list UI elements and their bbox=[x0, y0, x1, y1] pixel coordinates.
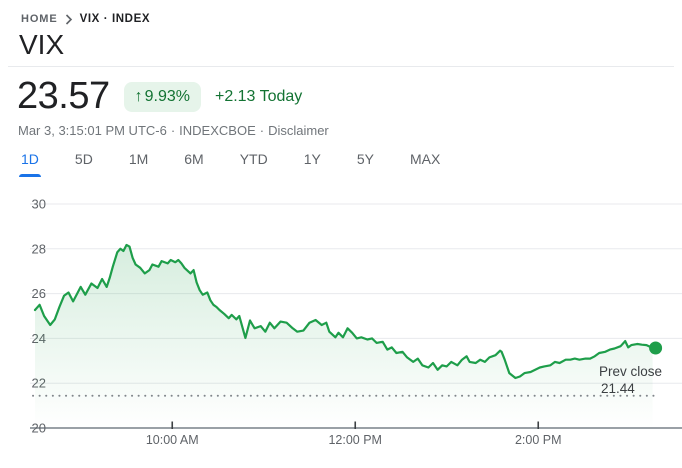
prev-close-label: Prev close bbox=[599, 364, 662, 379]
up-arrow-icon: ↑ bbox=[134, 88, 143, 105]
tab-1d[interactable]: 1D bbox=[19, 147, 41, 177]
percent-change-value: 9.93% bbox=[144, 88, 190, 105]
x-tick-label: 12:00 PM bbox=[328, 433, 382, 447]
absolute-change: +2.13 Today bbox=[214, 88, 303, 105]
quote-timestamp: Mar 3, 3:15:01 PM UTC-6 bbox=[18, 123, 167, 138]
quote-row: 23.57 ↑ 9.93% +2.13 Today bbox=[0, 67, 682, 117]
tab-6m[interactable]: 6M bbox=[184, 147, 203, 177]
header-divider bbox=[8, 66, 674, 67]
tab-1y[interactable]: 1Y bbox=[304, 147, 321, 177]
page-title: VIX bbox=[19, 29, 65, 60]
current-price: 23.57 bbox=[17, 74, 110, 117]
x-tick-label: 10:00 AM bbox=[146, 433, 199, 447]
price-line bbox=[33, 243, 654, 380]
y-tick-label: 26 bbox=[32, 286, 46, 301]
prev-close-value: 21.44 bbox=[601, 381, 635, 396]
percent-change-badge: ↑ 9.93% bbox=[123, 82, 201, 112]
exchange-name: INDEXCBOE bbox=[179, 123, 256, 138]
x-tick-label: 2:00 PM bbox=[515, 433, 562, 447]
tab-1m[interactable]: 1M bbox=[129, 147, 148, 177]
y-tick-label: 28 bbox=[32, 241, 46, 256]
breadcrumb: HOME VIX · INDEX bbox=[0, 0, 682, 26]
tab-5y[interactable]: 5Y bbox=[357, 147, 374, 177]
breadcrumb-current: VIX · INDEX bbox=[79, 12, 151, 25]
breadcrumb-home-link[interactable]: HOME bbox=[21, 12, 58, 25]
quote-meta: Mar 3, 3:15:01 PM UTC-6 · INDEXCBOE · Discla… bbox=[0, 115, 682, 139]
last-price-dot bbox=[649, 341, 663, 355]
tab-5d[interactable]: 5D bbox=[75, 147, 93, 177]
meta-separator: · bbox=[170, 123, 176, 138]
meta-separator: · bbox=[259, 123, 265, 138]
tab-ytd[interactable]: YTD bbox=[240, 147, 268, 177]
range-tabs: 1D 5D 1M 6M YTD 1Y 5Y MAX bbox=[0, 139, 682, 177]
disclaimer-link[interactable]: Disclaimer bbox=[268, 123, 329, 138]
y-tick-label: 30 bbox=[32, 197, 46, 212]
chevron-right-icon bbox=[65, 13, 73, 25]
tab-max[interactable]: MAX bbox=[410, 147, 440, 177]
